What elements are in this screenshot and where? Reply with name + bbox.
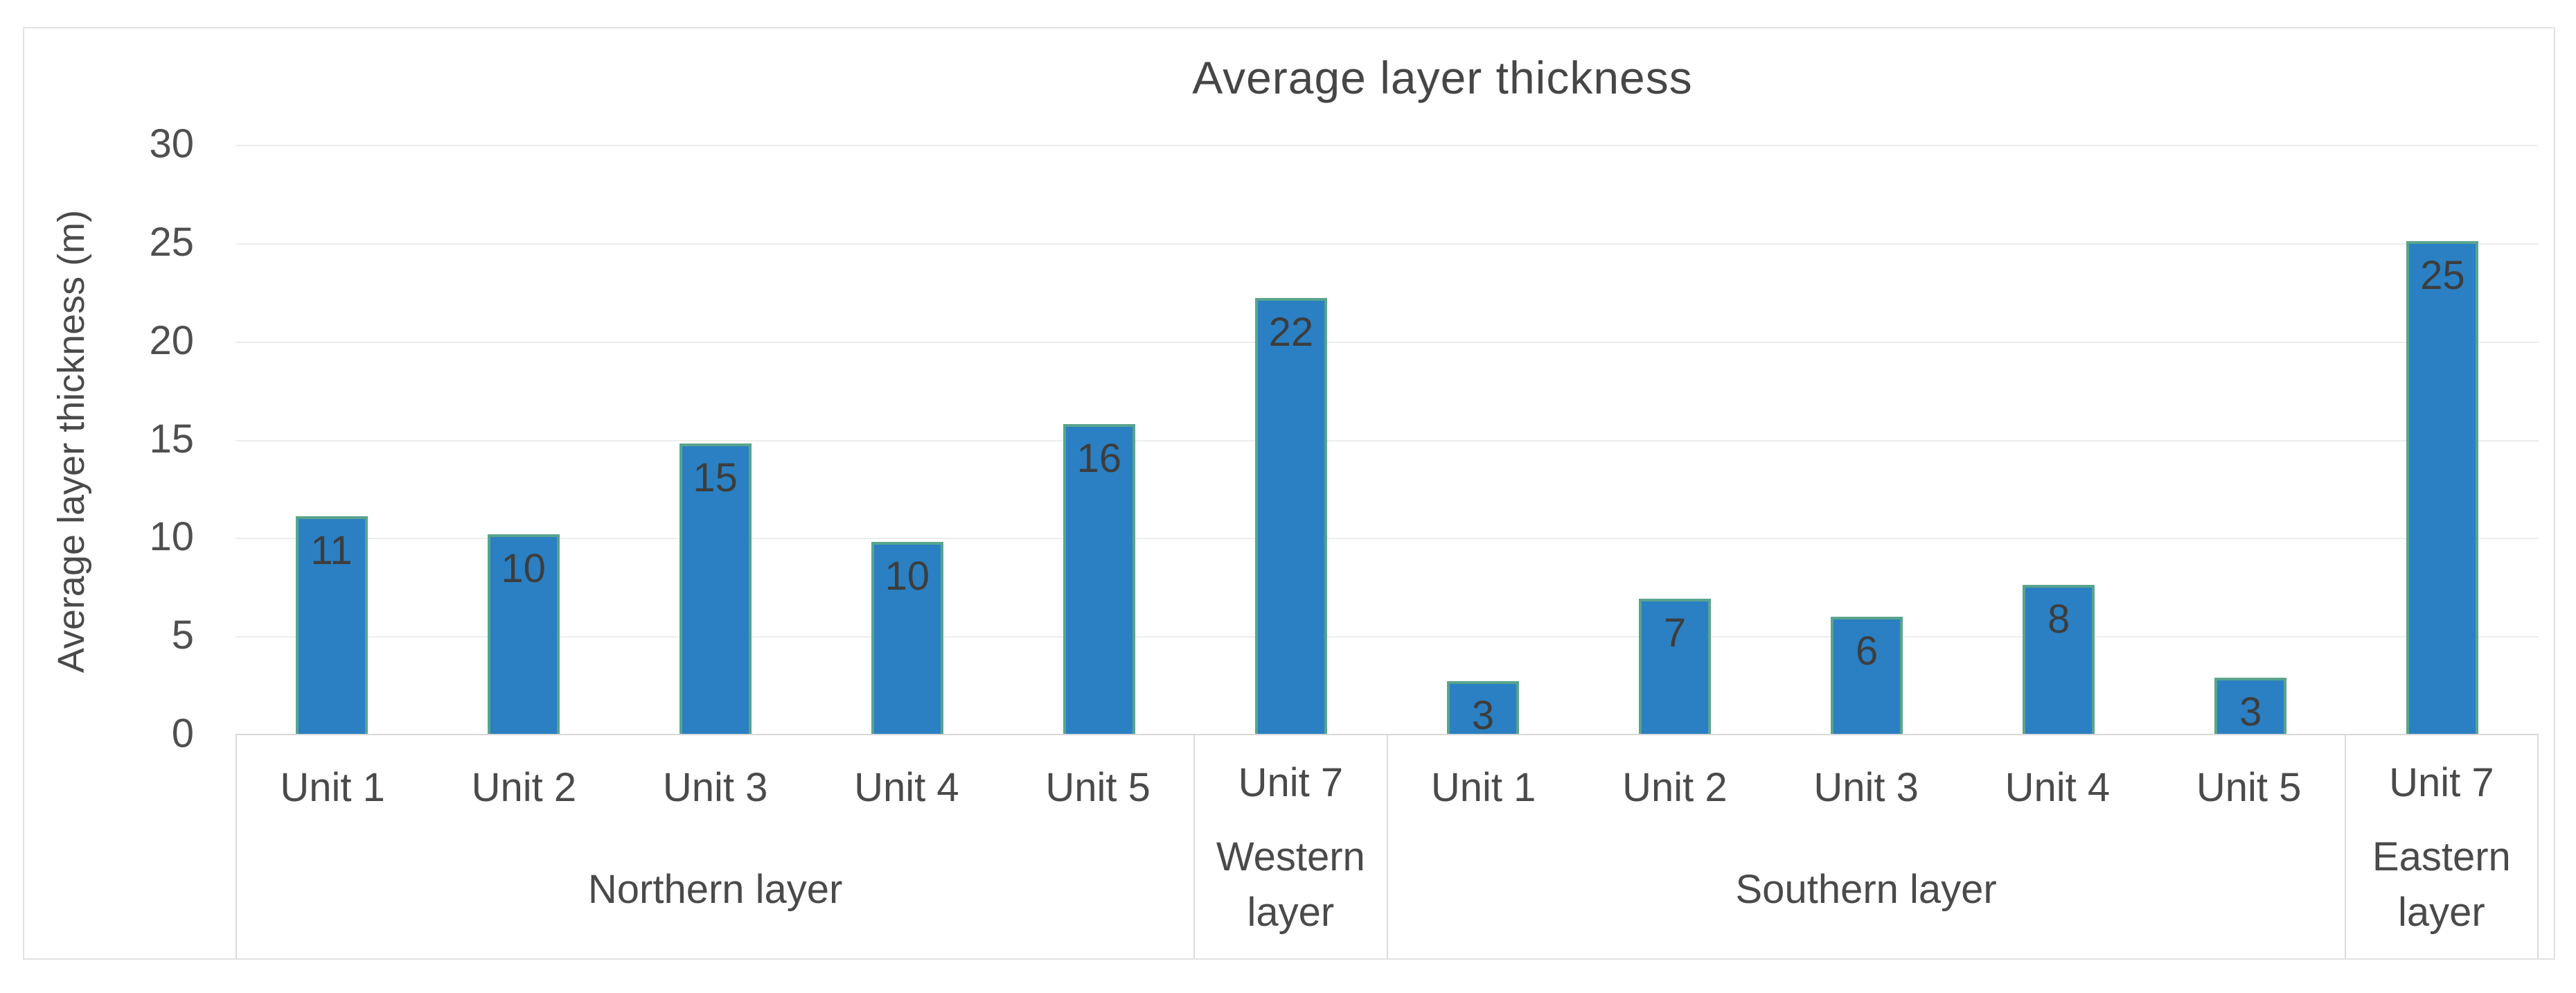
bar-slot: 22: [1195, 145, 1387, 735]
unit-label: Unit 3: [1813, 764, 1919, 810]
x-axis-line: [236, 734, 2539, 735]
group-label: Northern layer: [587, 867, 843, 912]
data-label: 22: [1268, 310, 1314, 355]
data-label: 3: [2239, 689, 2262, 735]
category-group-northern-layer: Unit 1 Unit 2 Unit 3 Unit 4 Unit 5 Northern l…: [236, 735, 1193, 958]
category-axis: Unit 1 Unit 2 Unit 3 Unit 4 Unit 5 Northern l…: [236, 735, 2539, 958]
bar-northern-layer-unit-3: 15: [679, 443, 752, 735]
gridline: [236, 636, 2539, 638]
bar-slot: 8: [1963, 145, 2155, 735]
data-label: 7: [1663, 610, 1687, 656]
bar-slot: 15: [619, 145, 811, 735]
category-group-western-layer: Unit 7 Western layer: [1193, 735, 1386, 958]
unit-label: Unit 3: [662, 764, 768, 810]
data-label: 10: [501, 545, 546, 591]
unit-label: Unit 7: [1238, 759, 1344, 805]
unit-label: Unit 5: [1045, 764, 1151, 810]
y-tick-label: 25: [149, 219, 194, 265]
bar-series: 11 10 15 10 16 22 3 7 6 8 3 25: [236, 145, 2539, 738]
data-label: 11: [310, 528, 353, 574]
gridline: [236, 538, 2539, 540]
bar-western-layer-unit-7: 22: [1254, 298, 1327, 735]
bar-slot: 10: [427, 145, 619, 735]
bar-southern-layer-unit-5: 3: [2214, 677, 2287, 735]
unit-label-row: Unit 7: [2346, 735, 2537, 829]
bar-southern-layer-unit-3: 6: [1831, 616, 1903, 735]
unit-label: Unit 2: [471, 764, 577, 810]
data-label: 25: [2420, 253, 2465, 298]
bar-eastern-layer-unit-7: 25: [2406, 241, 2479, 735]
data-label: 8: [2048, 597, 2070, 642]
bar-northern-layer-unit-4: 10: [871, 542, 943, 735]
unit-label: Unit 1: [280, 764, 385, 810]
y-tick-label: 20: [149, 317, 194, 363]
y-tick-label: 5: [171, 613, 194, 658]
category-group-eastern-layer: Unit 7 Eastern layer: [2344, 735, 2539, 958]
bar-slot: 3: [2155, 145, 2347, 735]
data-label: 15: [693, 455, 738, 501]
bar-slot: 6: [1771, 145, 1963, 735]
unit-label: Unit 7: [2389, 759, 2494, 805]
bar-slot: 16: [1003, 145, 1195, 735]
data-label: 3: [1471, 693, 1495, 739]
plot-area: 11 10 15 10 16 22 3 7 6 8 3 25: [236, 145, 2539, 738]
gridline: [236, 439, 2539, 441]
bar-slot: 25: [2347, 145, 2539, 735]
bar-southern-layer-unit-2: 7: [1639, 599, 1712, 735]
bar-northern-layer-unit-2: 10: [487, 534, 560, 735]
unit-label-row: Unit 1 Unit 2 Unit 3 Unit 4 Unit 5: [237, 735, 1193, 839]
gridline: [236, 243, 2539, 245]
group-label: Western layer: [1216, 834, 1365, 935]
group-label: Southern layer: [1735, 867, 1997, 912]
unit-label: Unit 1: [1430, 764, 1536, 810]
bar-slot: 10: [811, 145, 1003, 735]
unit-label: Unit 4: [2005, 764, 2111, 810]
y-tick-label: 30: [149, 121, 194, 166]
y-tick-label: 15: [149, 416, 194, 462]
data-label: 10: [885, 554, 930, 599]
gridline: [236, 341, 2539, 343]
group-label: Eastern layer: [2372, 834, 2511, 935]
bar-slot: 11: [236, 145, 427, 735]
bar-northern-layer-unit-5: 16: [1063, 423, 1135, 735]
unit-label-row: Unit 7: [1195, 735, 1386, 829]
bar-northern-layer-unit-1: 11: [295, 516, 368, 735]
unit-label: Unit 4: [854, 764, 959, 810]
gridline: [236, 145, 2539, 146]
unit-label: Unit 2: [1622, 764, 1727, 810]
y-tick-label: 10: [149, 514, 194, 560]
chart-title: Average layer thickness: [1192, 52, 1693, 103]
data-label: 16: [1076, 435, 1122, 481]
bar-southern-layer-unit-4: 8: [2023, 585, 2095, 735]
unit-label-row: Unit 1 Unit 2 Unit 3 Unit 4 Unit 5: [1388, 735, 2345, 839]
category-group-southern-layer: Unit 1 Unit 2 Unit 3 Unit 4 Unit 5 Southern l…: [1386, 735, 2345, 958]
unit-label: Unit 5: [2196, 764, 2302, 810]
bar-southern-layer-unit-1: 3: [1447, 681, 1519, 738]
y-tick-label: 0: [171, 711, 194, 756]
bar-slot: 3: [1387, 145, 1579, 738]
data-label: 6: [1856, 628, 1878, 674]
bar-slot: 7: [1579, 145, 1771, 735]
